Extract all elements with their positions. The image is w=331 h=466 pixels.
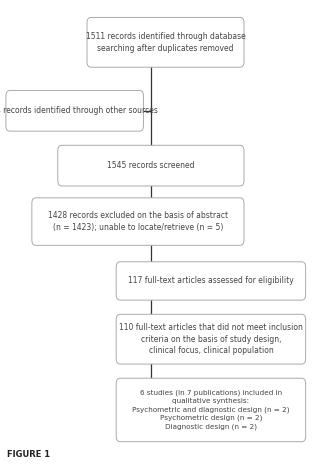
- Text: FIGURE 1: FIGURE 1: [7, 450, 50, 459]
- Text: 34 records identified through other sources: 34 records identified through other sour…: [0, 106, 158, 116]
- Text: 1428 records excluded on the basis of abstract
(n = 1423); unable to locate/retr: 1428 records excluded on the basis of ab…: [48, 211, 228, 232]
- FancyBboxPatch shape: [116, 262, 306, 300]
- FancyBboxPatch shape: [87, 17, 244, 67]
- Text: 1545 records screened: 1545 records screened: [107, 161, 195, 170]
- FancyBboxPatch shape: [116, 378, 306, 442]
- Text: 110 full-text articles that did not meet inclusion
criteria on the basis of stud: 110 full-text articles that did not meet…: [119, 323, 303, 356]
- FancyBboxPatch shape: [32, 198, 244, 245]
- Text: 6 studies (in 7 publications) included in
qualitative synthesis:
Psychometric an: 6 studies (in 7 publications) included i…: [132, 390, 290, 430]
- Text: 117 full-text articles assessed for eligibility: 117 full-text articles assessed for elig…: [128, 276, 294, 286]
- Text: 1511 records identified through database
searching after duplicates removed: 1511 records identified through database…: [86, 32, 245, 53]
- FancyBboxPatch shape: [6, 90, 143, 131]
- FancyBboxPatch shape: [58, 145, 244, 186]
- FancyBboxPatch shape: [116, 314, 306, 364]
